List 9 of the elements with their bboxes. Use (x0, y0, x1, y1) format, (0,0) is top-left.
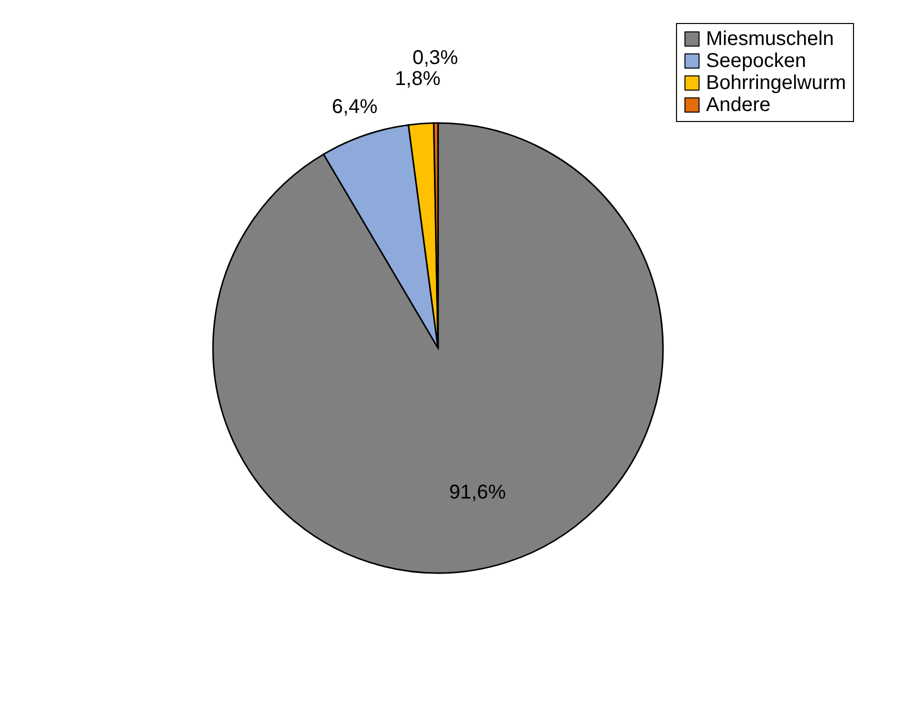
data-label: 6,4% (332, 96, 378, 118)
pie-slice (212, 122, 664, 574)
legend-label: Seepocken (706, 50, 806, 72)
data-label: 0,3% (412, 47, 458, 70)
legend-label: Miesmuscheln (706, 28, 834, 50)
data-label: 1,8% (394, 68, 441, 90)
legend-label: Bohrringelwurm (706, 72, 846, 94)
data-label: 91,6% (449, 482, 506, 504)
legend-label: Andere (706, 94, 770, 116)
